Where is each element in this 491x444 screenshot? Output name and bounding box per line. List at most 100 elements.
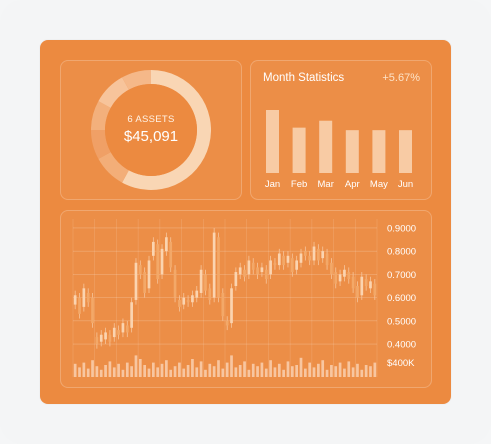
candle-body[interactable] (356, 286, 359, 298)
candle-body[interactable] (273, 262, 277, 266)
candle-body[interactable] (330, 262, 333, 275)
candle-body[interactable] (117, 330, 120, 335)
candle-body[interactable] (186, 299, 190, 303)
candle-body[interactable] (86, 292, 90, 303)
candle-body[interactable] (373, 283, 377, 296)
volume-bar (212, 366, 216, 377)
candle-body[interactable] (95, 337, 99, 345)
candle-body[interactable] (238, 267, 242, 275)
candle-body[interactable] (351, 276, 355, 289)
candle-body[interactable] (269, 260, 272, 275)
month-bar[interactable] (292, 127, 306, 173)
donut-segment[interactable] (98, 152, 129, 183)
candle-body[interactable] (286, 255, 290, 263)
month-bar[interactable] (319, 120, 333, 173)
donut-segment[interactable] (91, 101, 111, 130)
candle-body[interactable] (208, 288, 212, 300)
candle-body[interactable] (243, 269, 246, 277)
volume-bar (208, 363, 212, 377)
candle-body[interactable] (173, 269, 177, 298)
candle-body[interactable] (247, 260, 251, 275)
candle-body[interactable] (165, 237, 168, 252)
volume-bar (334, 366, 338, 377)
month-bar[interactable] (372, 130, 386, 173)
candle-body[interactable] (277, 253, 281, 266)
month-bar[interactable] (266, 110, 279, 173)
candle-body[interactable] (369, 281, 372, 289)
candle-body[interactable] (160, 248, 164, 275)
volume-bar (178, 362, 181, 377)
assets-card[interactable]: 6 ASSETS $45,091 (60, 60, 242, 200)
candle-body[interactable] (282, 255, 285, 266)
candle-body[interactable] (169, 241, 173, 268)
volume-bar (104, 365, 107, 377)
candle-body[interactable] (108, 334, 112, 342)
candle-body[interactable] (78, 297, 81, 314)
donut-segment[interactable] (122, 70, 151, 90)
candle-body[interactable] (199, 269, 203, 293)
candle-body[interactable] (264, 269, 268, 280)
candle-body[interactable] (234, 272, 238, 286)
donut-segment[interactable] (98, 77, 129, 108)
candle-body[interactable] (112, 327, 116, 338)
candle-body[interactable] (338, 274, 342, 282)
donut-segment[interactable] (91, 130, 111, 159)
candle-body[interactable] (134, 262, 138, 300)
month-bar[interactable] (399, 130, 412, 173)
candle-body[interactable] (82, 288, 86, 307)
candle-body[interactable] (212, 232, 216, 298)
candle-body[interactable] (364, 279, 368, 286)
candle-body[interactable] (325, 253, 329, 266)
candle-body[interactable] (347, 272, 351, 280)
candle-body[interactable] (182, 297, 186, 305)
candle-body[interactable] (178, 299, 181, 307)
candle-body[interactable] (334, 272, 338, 284)
volume-bar (186, 365, 190, 377)
candle-body[interactable] (290, 258, 294, 273)
candle-body[interactable] (256, 267, 259, 275)
month-statistics-card[interactable]: Month Statistics +5.67% Jan Feb Mar Apr May J… (250, 60, 432, 200)
price-chart-card[interactable]: 0.9000 0.8000 0.7000 0.6000 0.5000 0.4000 $400… (60, 210, 432, 388)
candle-body[interactable] (343, 269, 346, 277)
candle-body[interactable] (121, 323, 125, 333)
candle-body[interactable] (73, 295, 77, 305)
candle-body[interactable] (321, 251, 325, 259)
candle-body[interactable] (151, 241, 155, 256)
candle-body[interactable] (225, 320, 229, 326)
volume-bar (143, 365, 147, 377)
volume-bar (191, 359, 194, 377)
candle-body[interactable] (360, 276, 364, 296)
candle-body[interactable] (299, 253, 303, 263)
volume-bar (221, 368, 225, 377)
candle-body[interactable] (295, 260, 299, 270)
candle-body[interactable] (251, 262, 255, 270)
candle-body[interactable] (230, 288, 233, 324)
candle-body[interactable] (221, 292, 225, 317)
candle-body[interactable] (138, 265, 142, 275)
candle-body[interactable] (156, 244, 160, 280)
candle-body[interactable] (91, 297, 94, 324)
candle-body[interactable] (130, 302, 133, 328)
volume-bar (125, 362, 129, 377)
candle-body[interactable] (125, 325, 129, 333)
donut-segment[interactable] (122, 70, 211, 190)
candle-body[interactable] (104, 332, 107, 340)
candle-body[interactable] (204, 274, 207, 291)
month-bar[interactable] (345, 130, 359, 173)
volume-label: $400K (387, 358, 415, 369)
y-tick-label: 0.6000 (387, 293, 416, 304)
candle-body[interactable] (312, 246, 316, 261)
assets-count-label: 6 ASSETS (127, 114, 175, 125)
candle-body[interactable] (308, 255, 312, 261)
candle-body[interactable] (303, 251, 307, 256)
candle-body[interactable] (147, 260, 151, 289)
candle-body[interactable] (260, 267, 264, 273)
candle-body[interactable] (191, 295, 194, 303)
candle-body[interactable] (195, 290, 199, 298)
candle-body[interactable] (217, 237, 220, 298)
candle-body[interactable] (99, 334, 103, 342)
candle-body[interactable] (317, 248, 320, 261)
volume-bar (308, 362, 312, 377)
candle-body[interactable] (143, 272, 147, 293)
